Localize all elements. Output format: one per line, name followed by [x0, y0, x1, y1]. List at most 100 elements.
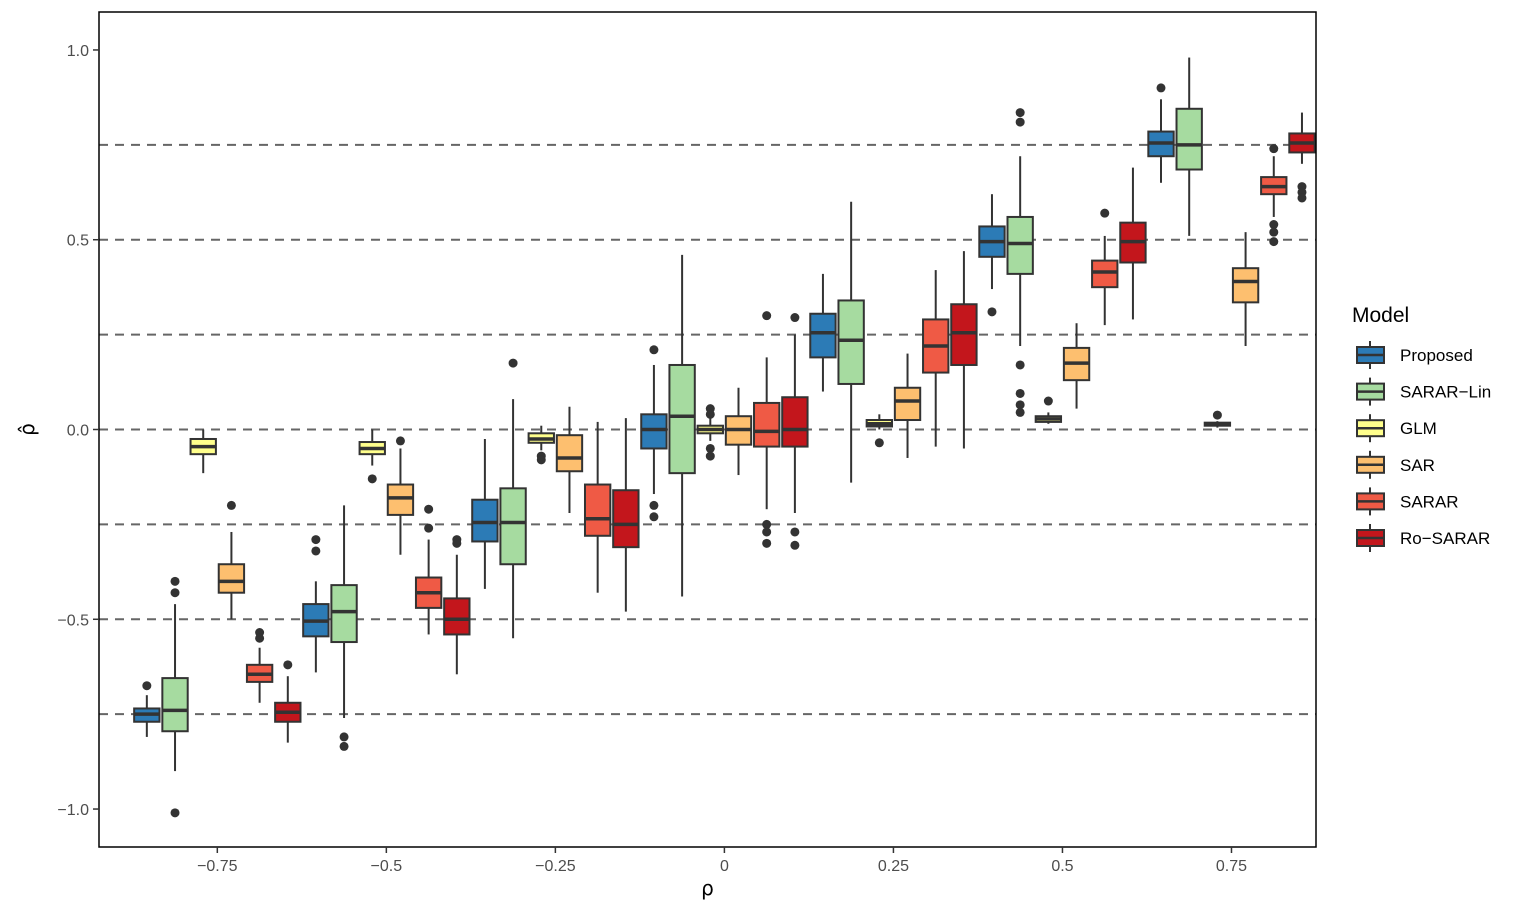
- outlier-point: [1100, 208, 1110, 218]
- boxplot-group: [555, 406, 584, 513]
- boxplot-group: [893, 353, 922, 458]
- boxplot-group: [1091, 208, 1119, 326]
- legend-item: Proposed: [1356, 341, 1473, 369]
- outlier-point: [170, 588, 180, 598]
- boxplot-group: [1175, 57, 1203, 236]
- outlier-point: [1212, 410, 1222, 420]
- box: [612, 489, 640, 549]
- x-axis: −0.75 −0.5 −0.25 0 0.25 0.5 0.75: [197, 847, 1247, 875]
- outlier-point: [311, 546, 321, 556]
- boxplot-group: [471, 438, 499, 589]
- boxplot-group: [612, 418, 640, 612]
- box: [443, 597, 471, 636]
- outlier-point: [1015, 407, 1025, 417]
- outlier-point: [311, 535, 321, 545]
- boxplot-group: [1034, 396, 1063, 424]
- outlier-point: [452, 538, 462, 548]
- outlier-point: [649, 345, 659, 355]
- boxplot-group: [753, 311, 781, 548]
- boxplot-group: [724, 387, 753, 476]
- boxplot-group: [161, 576, 189, 818]
- outlier-point: [142, 681, 152, 691]
- outlier-point: [367, 474, 377, 484]
- box: [386, 483, 415, 516]
- box: [809, 312, 837, 359]
- box: [950, 303, 978, 366]
- boxplot-group: [922, 270, 950, 447]
- outlier-point: [1156, 83, 1166, 93]
- outlier-point: [170, 808, 180, 818]
- boxplot-group: [950, 251, 978, 449]
- legend-label: GLM: [1400, 419, 1437, 438]
- legend-label: Ro−SARAR: [1400, 529, 1490, 548]
- box: [753, 401, 781, 448]
- y-tick-label: −1.0: [57, 802, 89, 819]
- outlier-point: [508, 358, 518, 368]
- y-tick-label: −0.5: [57, 612, 89, 629]
- box: [837, 299, 865, 385]
- boxplot-group: [1006, 108, 1034, 417]
- boxplot-group: [330, 505, 358, 751]
- box: [555, 434, 584, 473]
- box: [640, 413, 668, 450]
- boxplot-group: [1231, 232, 1260, 346]
- boxplot-group: [668, 254, 696, 597]
- outlier-point: [424, 504, 434, 514]
- x-tick-label: −0.75: [197, 858, 238, 875]
- outlier-point: [1269, 144, 1279, 154]
- outlier-point: [1015, 400, 1025, 410]
- boxplot-group: [527, 425, 555, 465]
- outlier-point: [649, 500, 659, 510]
- box: [1231, 267, 1260, 304]
- boxplot-group: [1260, 144, 1288, 247]
- outlier-point: [1015, 108, 1025, 118]
- box: [471, 498, 499, 543]
- outlier-point: [226, 500, 236, 510]
- boxplot-group: [809, 273, 837, 392]
- outlier-point: [1297, 193, 1307, 203]
- outlier-point: [762, 519, 772, 529]
- box: [217, 563, 246, 594]
- outlier-point: [790, 313, 800, 323]
- box: [330, 584, 358, 644]
- outlier-point: [705, 443, 715, 453]
- box: [161, 677, 189, 733]
- boxplot-group: [499, 358, 527, 639]
- boxplot-group: [358, 429, 386, 484]
- outlier-point: [705, 451, 715, 461]
- legend-item: SAR: [1356, 450, 1435, 479]
- box: [668, 363, 696, 475]
- outlier-point: [170, 576, 180, 586]
- outlier-point: [874, 438, 884, 448]
- boxplot-group: [1119, 167, 1147, 320]
- x-tick-label: 0: [720, 858, 729, 875]
- x-axis-title: ρ: [701, 876, 714, 900]
- boxplot-group: [1062, 323, 1091, 409]
- outlier-point: [705, 409, 715, 419]
- box: [499, 487, 527, 566]
- boxplot-group: [781, 313, 809, 550]
- boxplot-group: [302, 535, 330, 673]
- x-tick-label: 0.25: [878, 858, 909, 875]
- box: [893, 386, 922, 422]
- legend: Model Proposed SARAR−Lin GLM SAR SARAR Ro−SAR…: [1352, 304, 1491, 552]
- outlier-point: [790, 540, 800, 550]
- y-axis: −1.0 −0.5 0.0 0.5 1.0: [57, 43, 99, 819]
- box: [583, 483, 612, 537]
- y-tick-label: 0.0: [67, 423, 89, 440]
- outlier-point: [762, 527, 772, 537]
- outlier-point: [536, 455, 546, 465]
- outlier-point: [339, 732, 349, 742]
- box: [1175, 107, 1203, 171]
- box: [1006, 215, 1034, 275]
- boxplot-group: [189, 429, 217, 474]
- boxplot-group: [217, 500, 246, 620]
- boxplot-group: [133, 681, 161, 737]
- outlier-point: [649, 512, 659, 522]
- outlier-point: [1269, 227, 1279, 237]
- outlier-point: [395, 436, 405, 446]
- outlier-point: [790, 527, 800, 537]
- boxplot-group: [583, 421, 612, 593]
- boxplot-group: [1147, 83, 1175, 183]
